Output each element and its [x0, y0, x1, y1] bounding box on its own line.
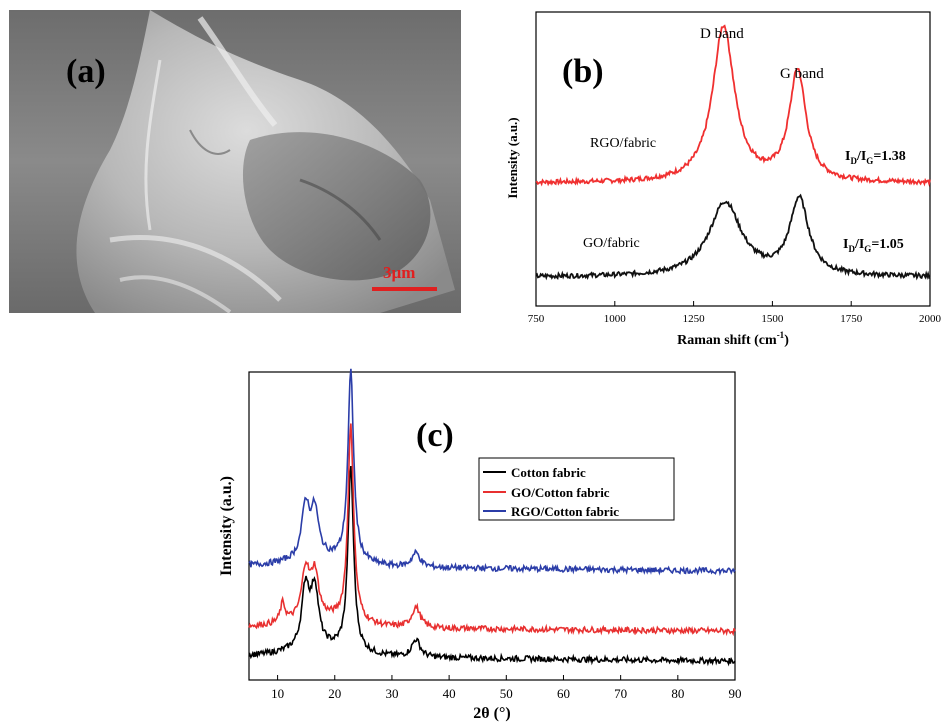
panel-c-legend: Cotton fabric GO/Cotton fabric RGO/Cotto… [478, 457, 675, 521]
panel-c-y-axis-title: Intensity (a.u.) [218, 476, 235, 576]
panel-c-x-ticks: 10 20 30 40 50 60 70 80 90 [271, 675, 742, 701]
panel-c-x-tick-label: 30 [385, 686, 398, 701]
panel-c: 10 20 30 40 50 60 70 80 90 (c) Cotton fabric GO/… [218, 368, 742, 722]
panel-c-x-tick-label: 80 [671, 686, 684, 701]
legend-label-go-cotton-fabric: GO/Cotton fabric [511, 485, 610, 500]
panel-b-x-tick-label: 2000 [919, 313, 942, 325]
panel-c-x-tick-label: 60 [557, 686, 570, 701]
panel-b-x-tick-label: 1750 [840, 313, 863, 325]
panel-a-label: (a) [66, 53, 106, 90]
panel-b-label: (b) [562, 53, 604, 90]
series-label-go-fabric: GO/fabric [583, 236, 640, 251]
panel-b-x-tick-label: 1250 [683, 313, 706, 325]
xrd-curve-go-cotton-fabric [248, 423, 736, 637]
sem-fiber [76, 10, 455, 314]
panel-b-axes-frame [535, 11, 931, 307]
peak-label-g-band: G band [780, 66, 824, 82]
panel-b-x-tick-label: 1500 [761, 313, 784, 325]
raman-curve-rgo-fabric [535, 24, 931, 188]
panel-b-x-tick-label: 750 [528, 313, 545, 325]
panel-b-x-tick-label: 1000 [604, 313, 627, 325]
legend-box [478, 457, 675, 521]
panel-b-x-ticks: 750 1000 1250 1500 1750 2000 [528, 301, 942, 325]
legend-label-rgo-cotton-fabric: RGO/Cotton fabric [511, 504, 619, 519]
panel-c-curves [248, 368, 736, 667]
panel-c-x-tick-label: 20 [328, 686, 341, 701]
panel-c-x-tick-label: 40 [443, 686, 456, 701]
panel-c-x-tick-label: 90 [729, 686, 742, 701]
panel-b-curves [535, 24, 931, 281]
panel-b: 750 1000 1250 1500 1750 2000 (b) D band G ban… [505, 11, 942, 348]
panel-c-label: (c) [416, 417, 454, 454]
panel-b-y-axis-title: Intensity (a.u.) [505, 117, 520, 198]
panel-c-axes-frame [248, 371, 736, 681]
panel-c-x-tick-label: 10 [271, 686, 284, 701]
peak-label-d-band: D band [700, 26, 744, 42]
xrd-curve-rgo-cotton-fabric [248, 368, 736, 577]
raman-curve-go-fabric [535, 193, 931, 281]
ratio-label-go: ID/IG=1.05 [843, 237, 904, 254]
panel-b-x-axis-title: Raman shift (cm-1) [677, 330, 789, 348]
scale-bar-text: 3µm [383, 263, 415, 282]
ratio-label-rgo: ID/IG=1.38 [845, 149, 906, 166]
panel-a: (a) 3µm [9, 10, 461, 314]
xrd-curve-cotton-fabric [248, 466, 736, 667]
legend-label-cotton-fabric: Cotton fabric [511, 465, 586, 480]
panel-c-x-tick-label: 70 [614, 686, 627, 701]
panel-c-x-tick-label: 50 [500, 686, 513, 701]
panel-c-x-axis-title: 2θ (°) [473, 705, 510, 722]
series-label-rgo-fabric: RGO/fabric [590, 136, 656, 151]
